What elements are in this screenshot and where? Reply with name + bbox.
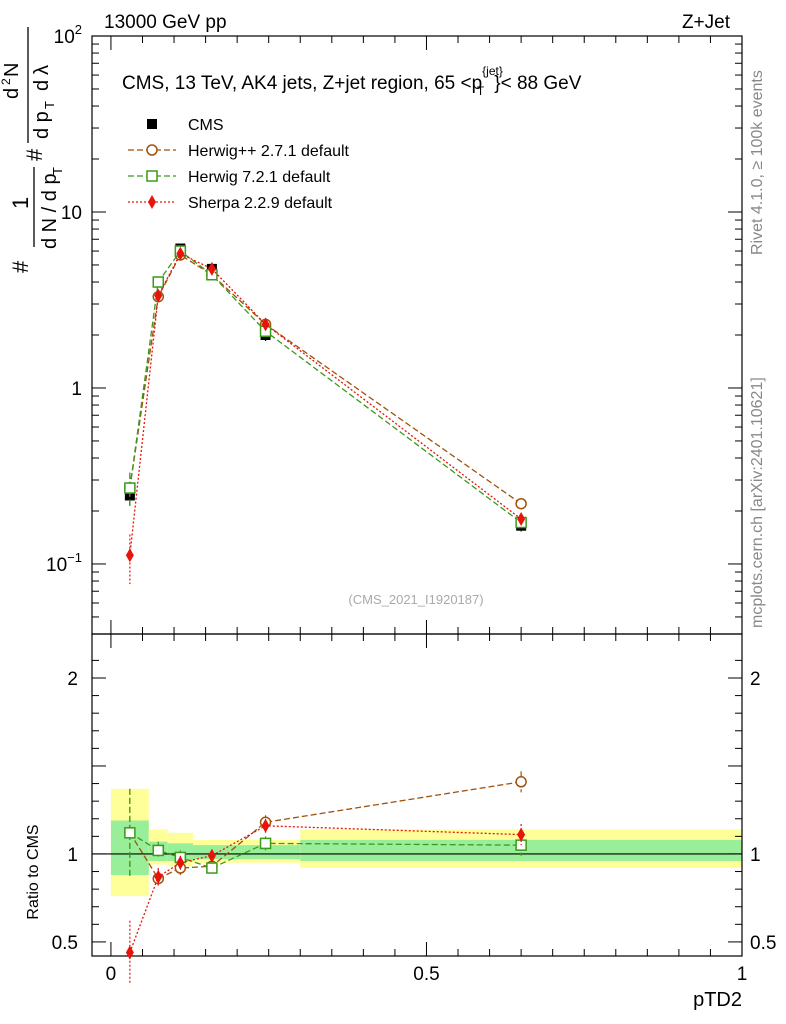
legend-item: Sherpa 2.2.9 default — [128, 195, 333, 212]
main-y-tick-label: 1 — [71, 379, 82, 400]
title-suffix: }< 88 GeV — [494, 73, 581, 94]
x-tick-label: 0 — [106, 964, 117, 985]
title-sup: {jet} — [482, 64, 503, 78]
ratio-y-axis-label: Ratio to CMS — [25, 824, 42, 919]
marker-open-square — [206, 862, 218, 874]
marker-filled-diamond — [154, 869, 163, 884]
ratio-y-tick-label-right: 1 — [750, 845, 761, 866]
marker-open-square — [152, 844, 165, 857]
series-line — [129, 250, 522, 524]
marker-open-square — [152, 276, 165, 288]
svg-text:T: T — [42, 101, 57, 109]
series-line — [129, 781, 522, 880]
title-prefix: CMS, 13 TeV, AK4 jets, Z+jet region, 65 … — [122, 73, 482, 94]
svg-text:d N / d p: d N / d p — [39, 173, 61, 249]
marker-open-square — [124, 827, 136, 839]
ratio-y-tick-label-right: 2 — [750, 669, 761, 690]
energy-label: 13000 GeV pp — [104, 12, 227, 33]
ratio-band-green — [230, 845, 301, 860]
svg-text:N: N — [1, 63, 23, 77]
ratio-panel-series — [124, 771, 527, 985]
main-plot-title: CMS, 13 TeV, AK4 jets, Z+jet region, 65 … — [122, 64, 582, 98]
main-y-tick-exponent: −1 — [67, 550, 82, 565]
svg-text:1: 1 — [8, 197, 33, 209]
ratio-y-tick-label: 0.5 — [52, 933, 78, 954]
marker-filled-diamond — [261, 317, 270, 332]
legend-label: Sherpa 2.2.9 default — [188, 195, 333, 212]
marker-filled-diamond — [261, 818, 270, 833]
legend-label: CMS — [188, 117, 224, 134]
marker-filled-diamond — [176, 855, 185, 870]
marker-filled-diamond — [517, 827, 526, 842]
marker-filled-diamond — [125, 548, 134, 563]
marker-filled-diamond — [517, 512, 526, 527]
title-sub: T — [477, 84, 485, 98]
legend-item: CMS — [147, 117, 224, 134]
x-tick-label: 0.5 — [413, 964, 439, 985]
ratio-y-tick-label: 2 — [67, 669, 78, 690]
marker-filled-diamond — [207, 261, 216, 276]
marker-open-circle — [515, 497, 527, 510]
svg-text:d: d — [31, 80, 53, 91]
legend-label: Herwig++ 2.7.1 default — [188, 143, 350, 160]
marker-filled-diamond — [154, 288, 163, 303]
x-tick-label: 1 — [737, 964, 748, 985]
main-y-tick-exponent: 2 — [75, 22, 82, 37]
main-y-axis-label: # 1 d N / d p T # d 2 N d p T d λ — [0, 27, 65, 273]
main-y-tick-label: 10−1 — [46, 550, 82, 576]
marker-filled-diamond — [125, 945, 134, 960]
svg-text:#: # — [22, 148, 47, 161]
svg-text:λ: λ — [31, 65, 53, 75]
main-y-tick-label: 102 — [54, 22, 82, 48]
svg-text:2: 2 — [0, 78, 13, 85]
marker-filled-diamond — [207, 848, 216, 863]
svg-text:d: d — [1, 88, 23, 99]
main-panel-series — [124, 243, 527, 584]
marker-open-square — [124, 482, 136, 494]
legend-item: Herwig++ 2.7.1 default — [128, 143, 350, 160]
ratio-uncertainty-bands — [110, 788, 742, 897]
legend-label: Herwig 7.2.1 default — [188, 169, 331, 186]
series-herwig-7-2-1-default — [124, 245, 527, 529]
series-line — [129, 252, 522, 556]
marker-open-square — [259, 837, 272, 850]
svg-text:#: # — [8, 260, 33, 273]
mcplots-label: mcplots.cern.ch [arXiv:2401.10621] — [749, 377, 766, 628]
series-sherpa-2-2-9-default — [125, 246, 526, 584]
marker-open-circle — [146, 144, 158, 156]
series-herwig-2-7-1-default — [124, 249, 527, 510]
main-y-tick-label: 10 — [61, 203, 82, 224]
analysis-watermark: (CMS_2021_I1920187) — [348, 592, 483, 607]
marker-filled-square — [147, 119, 157, 129]
series-line — [129, 254, 522, 505]
ratio-y-tick-label: 1 — [67, 845, 78, 866]
ratio-y-tick-label-right: 0.5 — [750, 933, 776, 954]
marker-open-square — [146, 170, 158, 182]
ratio-frame — [91, 633, 743, 957]
marker-open-circle — [515, 776, 527, 788]
series-cms — [124, 243, 527, 532]
rivet-version-label: Rivet 4.1.0, ≥ 100k events — [749, 70, 766, 255]
svg-text:d p: d p — [31, 111, 53, 139]
legend-item: Herwig 7.2.1 default — [128, 169, 331, 186]
svg-text:T: T — [50, 167, 65, 175]
marker-filled-diamond — [148, 195, 156, 209]
series-sherpa-2-2-9-default — [125, 818, 526, 985]
marker-filled-diamond — [176, 246, 185, 261]
process-label: Z+Jet — [682, 12, 731, 33]
legend: CMS Herwig++ 2.7.1 default Herwig 7.2.1 de… — [128, 117, 350, 212]
x-axis-label: pTD2 — [693, 989, 742, 1011]
